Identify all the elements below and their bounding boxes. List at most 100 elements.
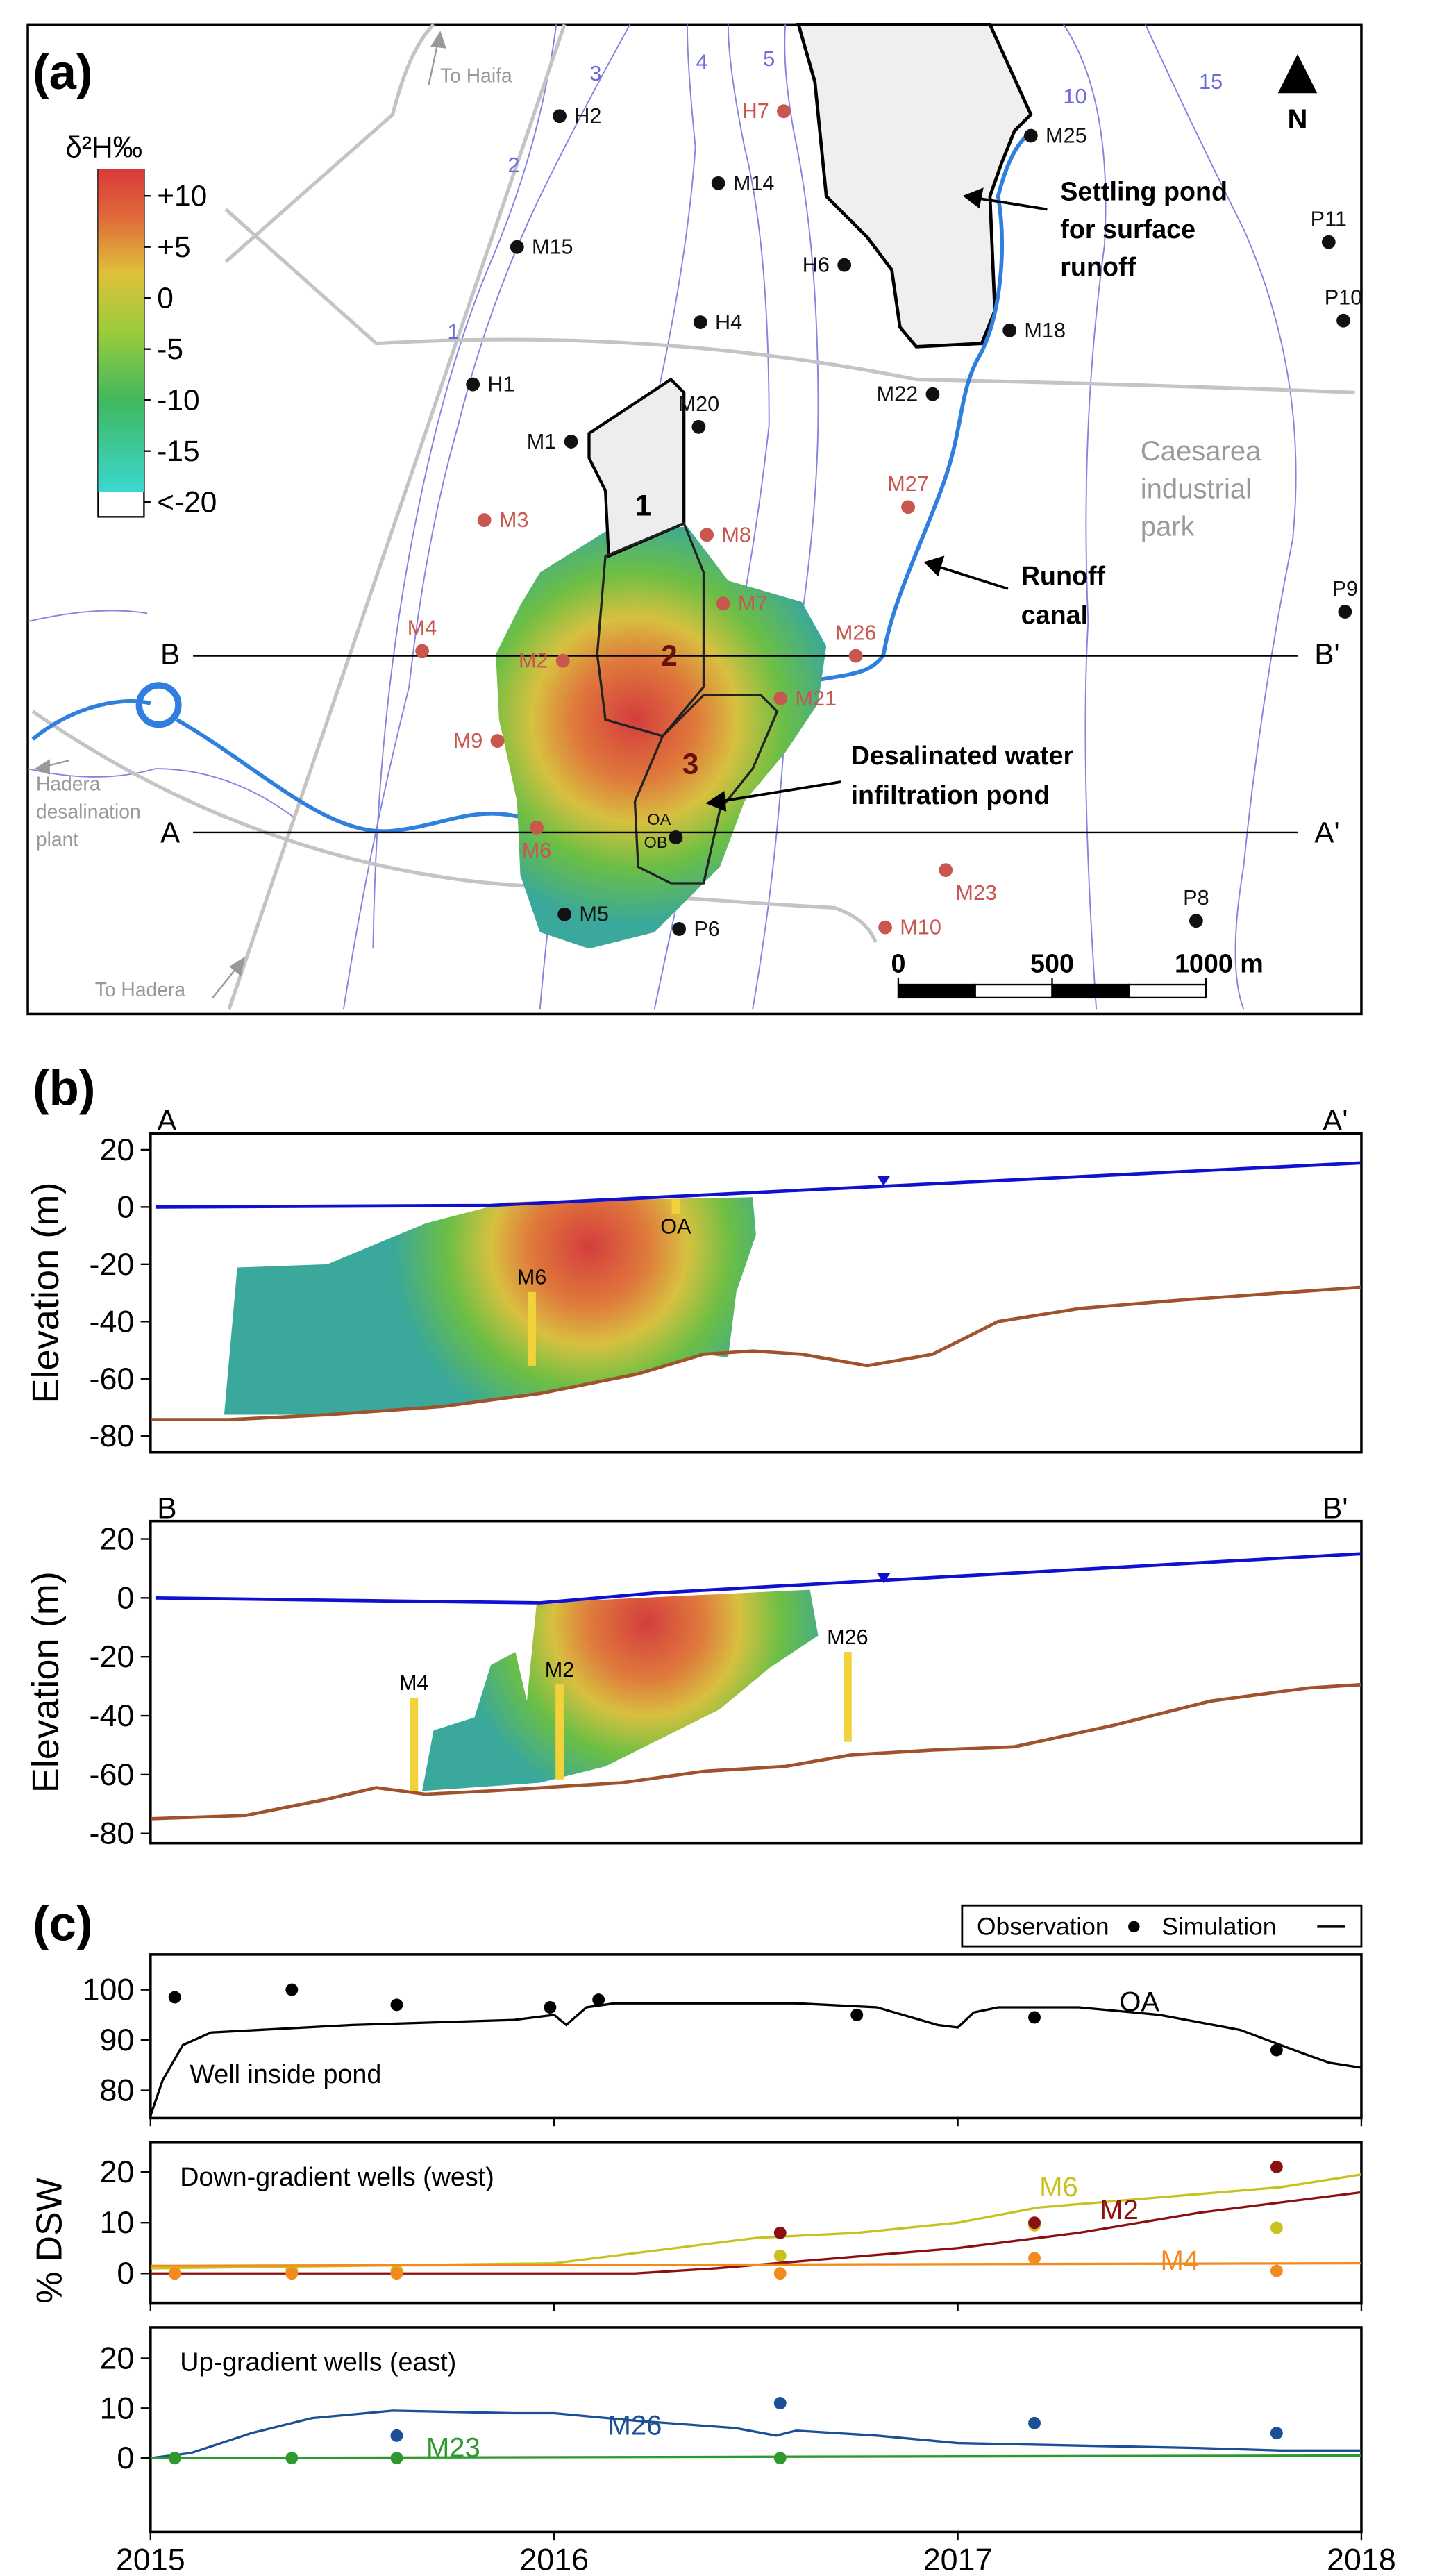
well-label: M15 <box>532 235 573 259</box>
annotation: infiltration pond <box>851 780 1050 810</box>
road <box>227 24 567 1010</box>
well-label: OB <box>644 833 668 851</box>
water-table-marker <box>877 1573 891 1584</box>
observation-point <box>390 2267 403 2280</box>
well-label: M8 <box>721 523 751 546</box>
observation-point <box>285 2452 299 2465</box>
observation-point <box>285 1983 299 1996</box>
well-marker <box>700 528 714 542</box>
well-marker <box>669 830 683 844</box>
section-a-plume <box>224 1197 756 1415</box>
well-label: H7 <box>742 99 769 123</box>
simulation-line <box>149 2002 1362 2116</box>
section-end-label: B' <box>1323 1491 1348 1524</box>
observation-point <box>1270 2160 1283 2173</box>
series-label: M2 <box>1100 2195 1139 2225</box>
well-label: M14 <box>733 172 775 195</box>
y-axis-title: % DSW <box>29 2177 69 2303</box>
observation-point <box>168 1991 181 2004</box>
annotation: canal <box>1021 601 1088 630</box>
observation-point <box>773 2249 787 2262</box>
y-tick-label: -20 <box>90 1247 135 1282</box>
well-marker <box>510 240 524 254</box>
simulation-line <box>150 2409 1361 2459</box>
well-marker <box>530 821 544 835</box>
y-tick-label: -40 <box>90 1304 135 1339</box>
annotation: runoff <box>1060 252 1136 281</box>
scale-bar-segment <box>974 983 1053 999</box>
well-screen <box>843 1652 852 1742</box>
y-tick-label: 100 <box>83 1973 135 2007</box>
chart-frame <box>149 2326 1363 2534</box>
well-marker <box>555 653 570 668</box>
y-tick-label: -20 <box>90 1639 135 1674</box>
well-label: M26 <box>835 621 877 645</box>
well-label: M3 <box>499 508 529 532</box>
well-marker <box>1336 313 1350 328</box>
colorbar <box>98 169 144 492</box>
contour-line <box>343 24 631 1010</box>
section-end-label: B' <box>1314 638 1339 671</box>
well-marker <box>691 419 706 434</box>
place-label: park <box>1141 511 1195 542</box>
observation-point <box>1028 2216 1041 2230</box>
well-label: M21 <box>795 687 837 710</box>
water-table-marker <box>877 1176 891 1186</box>
well-label: H2 <box>574 104 601 128</box>
well-marker <box>848 649 863 663</box>
well-marker <box>837 258 852 272</box>
place-label: To Haifa <box>440 64 512 86</box>
observation-point <box>390 2429 403 2442</box>
y-tick-label: 0 <box>117 1580 134 1615</box>
well-marker <box>1338 605 1352 619</box>
north-arrow <box>1277 53 1318 94</box>
observation-point <box>1270 2264 1283 2277</box>
well-label: P9 <box>1332 577 1358 601</box>
well-label: M4 <box>399 1671 429 1695</box>
section-b-water-table <box>155 1552 1362 1605</box>
panel-label: (c) <box>33 1896 92 1951</box>
contour-label: 1 <box>447 320 459 344</box>
well-marker <box>777 104 791 119</box>
arrow <box>935 564 1009 590</box>
well-screen <box>410 1698 419 1791</box>
place-label: desalination <box>36 800 141 822</box>
colorbar-tick-label: <-20 <box>157 486 217 519</box>
y-tick-label: 20 <box>99 2341 134 2375</box>
well-label: H1 <box>487 373 514 396</box>
well-label: P8 <box>1183 886 1209 910</box>
place-label: plant <box>36 828 78 850</box>
place-label: To Hadera <box>95 978 186 1001</box>
y-tick-label: -60 <box>90 1757 135 1792</box>
observation-point <box>773 2267 787 2280</box>
well-marker <box>415 644 429 658</box>
place-label: Hadera <box>36 772 101 794</box>
observation-point <box>1028 2011 1041 2024</box>
well-label: M6 <box>517 1266 547 1289</box>
desalination-plant-outlet <box>135 682 182 728</box>
well-marker <box>716 596 730 611</box>
contour-line <box>27 24 557 949</box>
y-tick-label: -40 <box>90 1698 135 1733</box>
well-screen <box>671 1198 680 1214</box>
section-a-water-table <box>155 1161 1362 1209</box>
contour-label: 5 <box>763 47 775 71</box>
arrowhead <box>229 956 245 977</box>
annotation: for surface <box>1060 215 1195 244</box>
chart-frame <box>149 1953 1363 2120</box>
y-axis-title: Elevation (m) <box>25 1571 67 1793</box>
well-label: M7 <box>738 592 768 615</box>
observation-point <box>1270 2427 1283 2440</box>
road <box>224 208 1355 394</box>
simulation-line <box>150 2261 1361 2267</box>
panel-label: (a) <box>33 44 92 99</box>
observation-point <box>168 2452 181 2465</box>
well-label: M22 <box>877 383 918 406</box>
well-label: M5 <box>579 903 609 926</box>
scale-bar-segment <box>1128 983 1207 999</box>
section-b-plume <box>422 1589 819 1791</box>
series-label: M6 <box>1039 2172 1078 2202</box>
pond-label: 1 <box>635 489 651 521</box>
y-axis-title: Elevation (m) <box>25 1182 67 1404</box>
pond-2 <box>596 521 705 737</box>
